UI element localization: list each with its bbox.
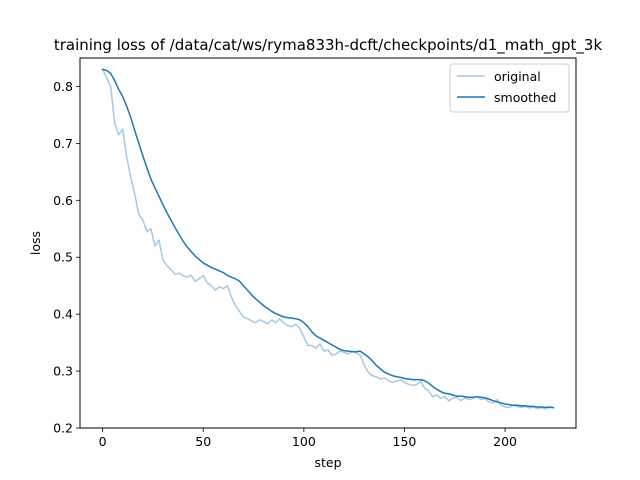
y-axis-label: loss (28, 231, 43, 255)
legend-label-smoothed: smoothed (494, 90, 556, 105)
y-tick-label: 0.4 (53, 307, 73, 322)
x-tick-label: 50 (195, 434, 211, 449)
y-tick-label: 0.8 (53, 79, 73, 94)
y-axis: 0.2 0.3 0.4 0.5 0.6 0.7 0.8 (53, 79, 80, 436)
y-tick-label: 0.5 (53, 250, 73, 265)
x-tick-label: 100 (292, 434, 316, 449)
plot-frame (79, 57, 577, 429)
series-line-smoothed (101, 68, 555, 409)
x-tick-label: 200 (493, 434, 517, 449)
series-layer (101, 68, 555, 410)
y-tick-label: 0.6 (53, 193, 73, 208)
y-tick-label: 0.7 (53, 136, 73, 151)
chart-title: training loss of /data/cat/ws/ryma833h-d… (54, 36, 603, 55)
x-tick-label: 0 (99, 434, 107, 449)
x-axis-label: step (314, 455, 341, 470)
x-tick-label: 150 (393, 434, 417, 449)
series-line-original (101, 68, 555, 410)
x-axis: 0 50 100 150 200 (99, 428, 517, 449)
legend: original smoothed (449, 63, 570, 113)
y-tick-label: 0.3 (53, 364, 73, 379)
y-tick-label: 0.2 (53, 421, 73, 436)
legend-frame (449, 63, 570, 113)
legend-label-original: original (494, 69, 541, 84)
